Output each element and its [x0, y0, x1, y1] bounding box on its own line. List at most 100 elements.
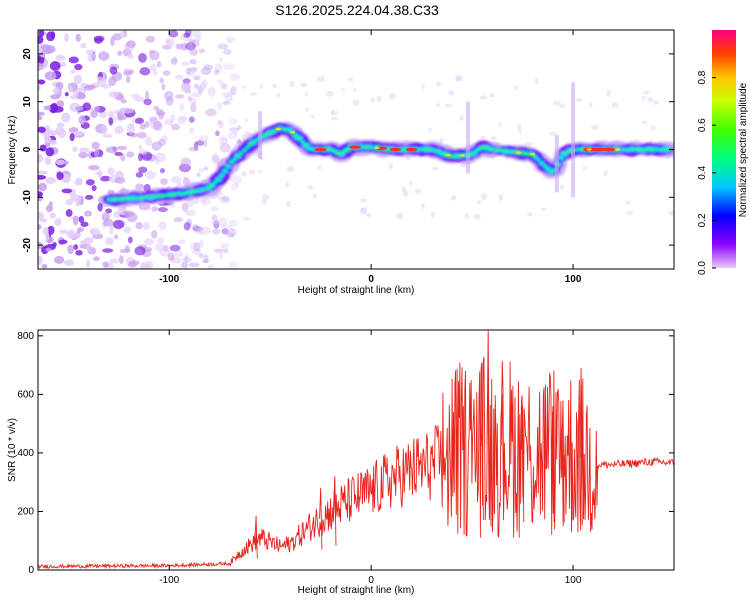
noise-blob [151, 206, 158, 212]
noise-blob [219, 197, 231, 204]
noise-blob [230, 85, 237, 96]
spectrogram-smear-1 [571, 82, 576, 198]
noise-blob [123, 226, 132, 234]
ridge-mark-4 [542, 164, 547, 168]
noise-blob [175, 43, 183, 50]
noise-blob [74, 106, 84, 112]
noise-blob [55, 159, 65, 166]
noise-blob [152, 70, 158, 76]
noise-blob [77, 227, 85, 232]
noise-blob [188, 39, 195, 47]
noise-blob [107, 110, 115, 117]
noise-blob [219, 56, 224, 63]
noise-blob [228, 219, 238, 228]
noise-speckle [653, 100, 659, 105]
noise-blob [182, 177, 191, 186]
ridge-mark-4 [643, 148, 647, 151]
snr-peak-9 [579, 367, 583, 526]
noise-blob [167, 252, 175, 261]
spectrogram-xlabel: Height of straight line (km) [298, 285, 415, 296]
ridge-mark-4 [281, 127, 286, 131]
noise-blob [38, 175, 47, 180]
spectrogram-ridge [100, 121, 674, 208]
noise-blob [86, 242, 91, 252]
ridge-mark-4 [125, 197, 131, 201]
noise-blob [116, 145, 128, 151]
noise-blob [39, 144, 47, 152]
noise-blob [196, 172, 201, 177]
noise-blob [213, 69, 220, 76]
ridge-mark-4 [190, 190, 195, 194]
noise-blob [187, 96, 192, 102]
noise-blob [229, 72, 241, 82]
noise-speckle [479, 135, 486, 140]
noise-speckle [603, 169, 608, 176]
noise-blob [58, 229, 69, 235]
noise-blob [41, 264, 48, 269]
ridge-mark-4 [110, 198, 114, 201]
noise-speckle [480, 192, 487, 200]
ridge-mark-4 [326, 147, 331, 151]
noise-speckle [305, 107, 310, 112]
noise-blob [127, 53, 135, 60]
noise-blob [143, 238, 155, 246]
noise-blob [113, 234, 119, 240]
noise-blob [218, 135, 228, 145]
noise-blob [221, 195, 230, 202]
noise-blob [158, 221, 167, 231]
noise-blob [118, 255, 124, 264]
noise-blob [197, 84, 203, 95]
noise-blob [181, 256, 193, 264]
noise-blob [138, 203, 151, 211]
noise-speckle [514, 85, 519, 90]
noise-speckle [625, 210, 634, 216]
ridge-mark-4 [184, 191, 188, 195]
spectrogram-ylabel: Frequency (Hz) [7, 116, 18, 185]
ridge-mark-4 [113, 198, 118, 202]
ridge-mark-4 [193, 189, 198, 193]
noise-blob [203, 166, 208, 171]
noise-speckle [243, 217, 251, 221]
noise-blob [169, 244, 181, 252]
ridge-mark-4 [342, 149, 347, 154]
noise-blob [170, 201, 175, 209]
noise-speckle [518, 129, 522, 134]
ridge-mark-4 [329, 148, 334, 152]
noise-blob [56, 171, 64, 181]
ridge-mark-4 [472, 151, 476, 155]
colorbar-tick-label-2: 0.4 [697, 165, 708, 179]
noise-blob [220, 82, 228, 90]
ridge-mark-4 [177, 192, 182, 196]
noise-blob [203, 64, 213, 71]
ridge-mark-4 [546, 167, 550, 170]
noise-blob [126, 151, 135, 158]
noise-blob [219, 142, 231, 153]
noise-blob [151, 230, 158, 239]
noise-blob [222, 100, 233, 105]
noise-blob [214, 63, 223, 73]
noise-blob [210, 220, 221, 225]
ridge-mark-4 [216, 178, 221, 181]
noise-blob [67, 244, 74, 255]
ridge-peak [516, 151, 522, 154]
noise-blob [154, 243, 165, 252]
noise-speckle [643, 90, 650, 95]
noise-blob [168, 30, 179, 38]
noise-blob [45, 232, 50, 241]
noise-blob [160, 178, 169, 185]
noise-speckle [549, 131, 558, 136]
hotspot-3 [389, 147, 402, 152]
noise-speckle [436, 103, 440, 107]
ridge-mark-4 [455, 154, 460, 158]
ridge-mark-4 [362, 145, 366, 148]
noise-blob [38, 126, 46, 133]
noise-blob [110, 36, 115, 47]
noise-blob [230, 175, 242, 184]
ridge-mark-4 [659, 148, 663, 151]
noise-blob [117, 50, 123, 57]
ridge-mark-4 [310, 148, 314, 151]
snr-xtick-label-1: 0 [368, 575, 374, 586]
noise-blob [228, 260, 238, 269]
noise-blob [70, 194, 82, 202]
noise-speckle [582, 166, 587, 171]
